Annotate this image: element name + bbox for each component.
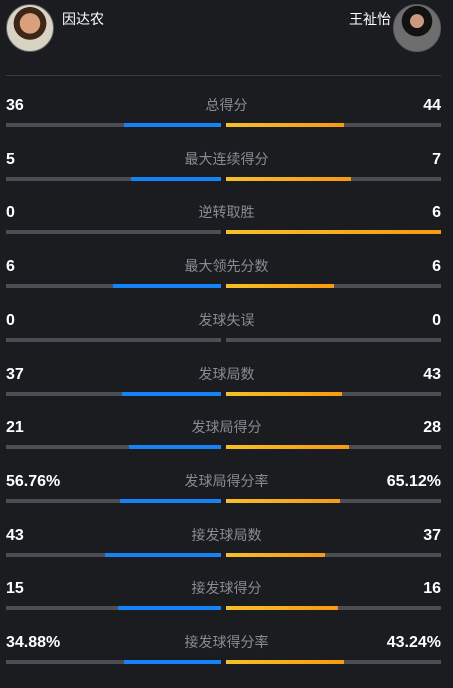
stat-row: 21 发球局得分 28 (0, 418, 453, 472)
stat-left-bar-track (6, 660, 221, 664)
stat-label: 发球局得分率 (184, 473, 269, 490)
stat-left-value: 43 (6, 526, 24, 544)
stat-right-bar-track (226, 606, 441, 611)
stat-right-value: 7 (432, 150, 441, 168)
stat-right-bar-fill (226, 606, 338, 611)
stat-right-value: 28 (423, 419, 441, 437)
player-left-avatar[interactable] (6, 4, 54, 52)
player-left-name[interactable]: 因达农 (62, 12, 104, 28)
stat-right-bar-track (226, 498, 441, 503)
stat-left-bar-fill (124, 123, 221, 127)
stat-row: 5 最大连续得分 7 (0, 150, 453, 204)
stat-right-bar-fill (226, 230, 441, 235)
stat-row: 0 发球失误 0 (0, 311, 453, 365)
stat-row: 43 接发球局数 37 (0, 526, 453, 580)
stat-left-value: 36 (6, 97, 24, 114)
stat-row: 36 总得分 44 (0, 96, 453, 150)
stat-label: 最大领先分数 (184, 259, 269, 276)
stat-right-bar-track (226, 176, 441, 181)
stat-right-value: 43.24% (386, 634, 441, 651)
stat-left-bar-track (6, 606, 221, 611)
stat-right-bar-track (226, 445, 441, 450)
stat-left-bar-fill (129, 445, 221, 450)
stat-left-bar-track (6, 552, 221, 557)
stat-left-bar-track (6, 391, 221, 396)
stat-right-bar-track (226, 230, 441, 235)
stat-row: 56.76% 发球局得分率 65.12% (0, 472, 453, 526)
stat-left-value: 34.88% (6, 634, 61, 651)
stat-row: 6 最大领先分数 6 (0, 257, 453, 311)
stat-left-bar-fill (118, 606, 221, 611)
stat-right-value: 16 (423, 580, 441, 598)
stat-right-bar-track (226, 660, 441, 664)
stat-left-bar-fill (120, 498, 221, 503)
stat-left-value: 0 (6, 311, 15, 329)
stat-right-value: 6 (432, 258, 441, 276)
player-right-name[interactable]: 王祉怡 (349, 12, 391, 28)
stat-row: 15 接发球得分 16 (0, 579, 453, 633)
stat-right-bar-fill (226, 391, 342, 396)
header-divider (6, 75, 441, 76)
stat-right-bar-fill (226, 284, 334, 289)
stat-left-value: 0 (6, 204, 15, 222)
stat-right-value: 44 (423, 97, 441, 114)
stat-label: 发球失误 (198, 312, 255, 329)
stat-left-bar-fill (122, 391, 221, 396)
stat-right-value: 43 (423, 365, 441, 383)
stat-row: 34.88% 接发球得分率 43.24% (0, 633, 453, 687)
stat-right-bar-track (226, 284, 441, 289)
stat-left-bar-fill (131, 176, 221, 181)
stat-label: 发球局得分 (191, 420, 262, 437)
stat-left-bar-track (6, 337, 221, 342)
stat-right-bar-track (226, 552, 441, 557)
stat-right-bar-track (226, 123, 441, 127)
stat-left-bar-track (6, 498, 221, 503)
match-header: 因达农 王祉怡 (0, 0, 453, 60)
stat-left-value: 5 (6, 150, 15, 168)
stat-left-bar-track (6, 284, 221, 289)
stat-right-bar-fill (226, 123, 344, 127)
stat-label: 接发球得分率 (184, 635, 269, 651)
stat-right-bar-fill (226, 445, 349, 450)
stat-left-bar-track (6, 176, 221, 181)
stat-right-bar-track (226, 337, 441, 342)
stat-row: 0 逆转取胜 6 (0, 203, 453, 257)
stat-left-bar-track (6, 445, 221, 450)
stat-left-bar-track (6, 123, 221, 127)
stat-label: 发球局数 (198, 366, 255, 383)
player-right-avatar[interactable] (393, 4, 441, 52)
stat-left-value: 37 (6, 365, 24, 383)
stat-label: 接发球局数 (191, 527, 262, 544)
stat-right-bar-fill (226, 498, 340, 503)
stat-label: 总得分 (205, 98, 248, 114)
stat-label: 逆转取胜 (198, 205, 255, 222)
stat-left-bar-fill (113, 284, 221, 289)
stat-left-value: 15 (6, 580, 24, 598)
stat-row: 37 发球局数 43 (0, 365, 453, 419)
stat-right-bar-fill (226, 176, 351, 181)
stat-right-bar-fill (226, 660, 344, 664)
stat-label: 最大连续得分 (184, 151, 269, 168)
stat-left-value: 21 (6, 419, 24, 437)
stat-left-bar-fill (105, 552, 221, 557)
stat-left-bar-fill (124, 660, 221, 664)
stat-right-value: 37 (423, 526, 441, 544)
stat-right-bar-fill (226, 552, 325, 557)
stat-right-value: 6 (432, 204, 441, 222)
stat-right-value: 65.12% (386, 472, 441, 490)
stat-label: 接发球得分 (191, 581, 262, 598)
stat-left-value: 56.76% (6, 472, 61, 490)
stat-right-value: 0 (432, 311, 441, 329)
stat-left-value: 6 (6, 258, 15, 276)
stat-right-bar-track (226, 391, 441, 396)
stat-left-bar-track (6, 230, 221, 235)
